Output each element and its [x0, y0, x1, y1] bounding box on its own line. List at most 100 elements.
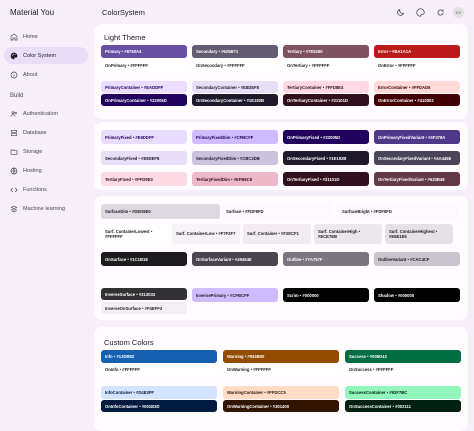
color-swatch[interactable]: SecondaryContainer • #E8DEF8 — [192, 81, 278, 93]
surfaces-card: SurfaceDim • #DED8E0 Surface • #FDF8FD Sur… — [94, 196, 468, 296]
section-label-build: Build — [10, 93, 24, 99]
swatch-label: OnError • #FFFFFF — [378, 62, 416, 68]
swatch-label: InverseSurface • #313033 — [105, 291, 156, 297]
color-swatch[interactable]: OnErrorContainer • #410002 — [374, 94, 460, 106]
sidebar-item-database[interactable]: Database — [4, 124, 88, 141]
color-swatch[interactable]: Warning • #934B00 — [223, 350, 339, 363]
avatar[interactable]: CY — [453, 6, 464, 18]
color-swatch[interactable]: OnSecondaryContainer • #1E192B — [192, 94, 278, 106]
color-swatch[interactable]: PrimaryFixed • #E9DDFF — [101, 130, 187, 144]
color-swatch[interactable]: OnTertiaryFixedVariant • #633B48 — [374, 172, 460, 186]
swatch-label: Surf. ContainerLow • #F7F2F7 — [176, 231, 236, 237]
color-swatch[interactable]: Tertiary • #7E5260 — [283, 45, 369, 58]
color-swatch[interactable]: TertiaryFixed • #FFD9E3 — [101, 172, 187, 186]
sidebar-item-storage[interactable]: Storage — [4, 143, 88, 160]
color-swatch[interactable]: Secondary • #625B71 — [192, 45, 278, 58]
color-swatch[interactable]: SecondaryFixedDim • #CBC2DB — [192, 151, 278, 165]
color-swatch[interactable]: PrimaryFixedDim • #CFBCFF — [192, 130, 278, 144]
refresh-icon[interactable] — [435, 7, 445, 17]
dark-mode-icon[interactable] — [395, 7, 405, 17]
color-swatch[interactable]: SecondaryFixed • #E8DEF8 — [101, 151, 187, 165]
swatch-label: Surf. ContainerHighest • #E6E1E6 — [389, 228, 438, 240]
color-swatch[interactable]: OnSecondaryFixedVariant • #4A4458 — [374, 151, 460, 165]
color-swatch[interactable]: OnPrimaryFixedVariant • #4F378A — [374, 130, 460, 144]
sidebar-item-functions[interactable]: Functions — [4, 181, 88, 198]
color-swatch[interactable]: OnInfoContainer • #001B3D — [101, 400, 217, 412]
swatch-label: Warning • #934B00 — [227, 354, 265, 359]
color-swatch[interactable]: SuccessContainer • #92F7BC — [345, 386, 461, 399]
color-swatch[interactable]: OnInfo • #FFFFFF — [101, 364, 217, 375]
color-swatch[interactable]: Surf. ContainerHighest • #E6E1E6 — [385, 224, 453, 244]
swatch-label: Outline • #7A757F — [287, 256, 323, 262]
swatch-label: Surf. Container • #F2ECF1 — [247, 231, 299, 237]
home-icon — [10, 33, 18, 41]
color-swatch[interactable]: OnSecondary • #FFFFFF — [192, 59, 278, 71]
swatch-label: WarningContainer • #FFDCC5 — [227, 390, 286, 395]
swatch-label: SecondaryContainer • #E8DEF8 — [196, 84, 259, 90]
sidebar-item-hosting[interactable]: Hosting — [4, 162, 88, 179]
color-swatch[interactable]: InverseSurface • #313033 — [101, 288, 187, 300]
color-swatch[interactable]: SurfaceDim • #DED8E0 — [101, 204, 220, 219]
color-swatch[interactable]: OnSuccess • #FFFFFF — [345, 364, 461, 375]
sidebar-item-authentication[interactable]: Authentication — [4, 105, 88, 122]
color-swatch[interactable]: ErrorContainer • #FFDAD6 — [374, 81, 460, 93]
swatch-label: OnSurface • #1C1B1E — [105, 256, 149, 262]
color-swatch[interactable]: WarningContainer • #FFDCC5 — [223, 386, 339, 399]
color-swatch[interactable]: OnPrimary • #FFFFFF — [101, 59, 187, 71]
color-swatch[interactable]: OnTertiaryFixed • #31101D — [283, 172, 369, 186]
sidebar-item-machine-learning[interactable]: Machine learning — [4, 200, 88, 217]
color-swatch[interactable]: Surface • #FDF8FD — [222, 204, 332, 219]
swatch-label: Surface • #FDF8FD — [226, 209, 264, 214]
color-swatch[interactable]: TertiaryFixedDim • #EFB8C8 — [192, 172, 278, 186]
color-swatch[interactable]: Primary • #6750A4 — [101, 45, 187, 58]
swatch-label: Shadow • #000000 — [378, 292, 415, 298]
color-swatch[interactable]: OnTertiary • #FFFFFF — [283, 59, 369, 71]
sidebar-item-color-system[interactable]: Color System — [4, 47, 88, 64]
sidebar-item-about[interactable]: About — [4, 66, 88, 83]
color-swatch[interactable]: OnError • #FFFFFF — [374, 59, 460, 71]
database-icon — [10, 129, 18, 137]
color-swatch[interactable]: Scrim • #000000 — [283, 288, 369, 302]
palette-icon[interactable] — [415, 7, 425, 17]
color-swatch[interactable]: OnWarningContainer • #301400 — [223, 400, 339, 412]
swatch-label: Error • #BA1A1A — [378, 49, 412, 54]
color-swatch[interactable]: OnWarning • #FFFFFF — [223, 364, 339, 375]
color-swatch[interactable]: Outline • #7A757F — [283, 252, 369, 266]
sidebar-item-label: Database — [23, 129, 47, 136]
color-swatch[interactable]: OnPrimaryFixed • #22005D — [283, 130, 369, 144]
swatch-label: OnSecondaryFixedVariant • #4A4458 — [378, 155, 451, 161]
sidebar-item-home[interactable]: Home — [4, 28, 88, 45]
color-swatch[interactable]: OnSurfaceVariant • #49454E — [192, 252, 278, 266]
swatch-label: Secondary • #625B71 — [196, 49, 239, 54]
swatch-label: TertiaryFixedDim • #EFB8C8 — [196, 176, 253, 182]
color-swatch[interactable]: Surf. ContainerLow • #F7F2F7 — [172, 224, 240, 244]
color-swatch[interactable]: TertiaryContainer • #FFD8E4 — [283, 81, 369, 93]
color-swatch[interactable]: PrimaryContainer • #EADDFF — [101, 81, 187, 93]
swatch-label: OnPrimaryContainer • #22005D — [105, 97, 167, 103]
color-swatch[interactable]: Surf. ContainerHigh • #ECE7EB — [314, 224, 382, 244]
swatch-label: OnPrimaryFixed • #22005D — [287, 134, 341, 140]
swatch-label: Tertiary • #7E5260 — [287, 49, 323, 54]
color-swatch[interactable]: InverseOnSurface • #F4EFF4 — [101, 302, 187, 314]
color-swatch[interactable]: OnSurface • #1C1B1E — [101, 252, 187, 266]
page-title: ColorSystem — [102, 7, 145, 17]
color-swatch[interactable]: Surf. Container • #F2ECF1 — [243, 224, 311, 244]
color-swatch[interactable]: OnSuccessContainer • #002111 — [345, 400, 461, 412]
color-swatch[interactable]: Surf. ContainerLowest • #FFFFFF — [101, 224, 169, 244]
color-swatch[interactable]: Error • #BA1A1A — [374, 45, 460, 58]
inverse-card: InverseSurface • #313033 InverseOnSurface… — [94, 282, 468, 320]
color-swatch[interactable]: SurfaceBright • #FDF8FD — [338, 204, 458, 219]
color-swatch[interactable]: OnSecondaryFixed • #1E192B — [283, 151, 369, 165]
color-swatch[interactable]: Info • #13DB82 — [101, 350, 217, 363]
color-swatch[interactable]: OnPrimaryContainer • #22005D — [101, 94, 187, 106]
color-swatch[interactable]: Success • #006D43 — [345, 350, 461, 363]
color-swatch[interactable]: OnTertiaryContainer • #31101D — [283, 94, 369, 106]
color-swatch[interactable]: InfoContainer • #D4E3FF — [101, 386, 217, 399]
fixed-colors-card: PrimaryFixed • #E9DDFF PrimaryFixedDim • … — [94, 122, 468, 190]
swatch-label: OnSuccessContainer • #002111 — [349, 403, 411, 409]
swatch-label: OnInfoContainer • #001B3D — [105, 403, 160, 409]
color-swatch[interactable]: InversePrimary • #CFBCFF — [192, 288, 278, 302]
color-swatch[interactable]: Shadow • #000000 — [374, 288, 460, 302]
swatch-label: OnTertiaryContainer • #31101D — [287, 97, 348, 103]
color-swatch[interactable]: OutlineVariant • #CAC4CF — [374, 252, 460, 266]
